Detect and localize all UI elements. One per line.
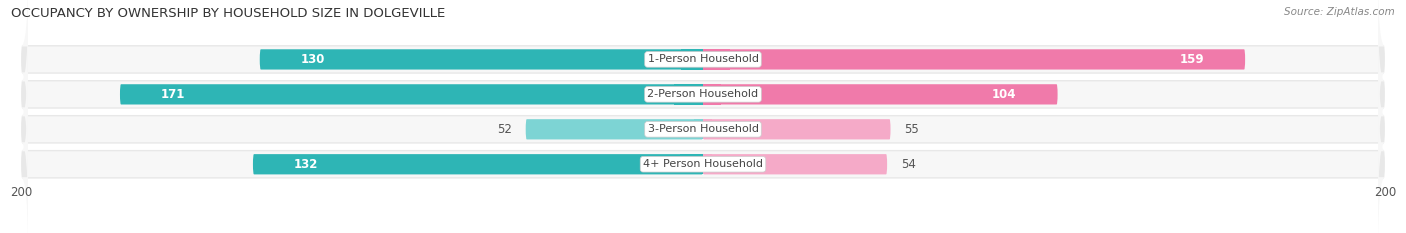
FancyBboxPatch shape [120,84,703,104]
Bar [681,49,703,69]
Text: 132: 132 [294,158,318,171]
FancyBboxPatch shape [260,49,703,69]
Text: 171: 171 [160,88,186,101]
FancyBboxPatch shape [21,115,1385,144]
FancyBboxPatch shape [703,154,887,174]
Bar [703,119,713,139]
FancyBboxPatch shape [21,78,1385,233]
Text: 54: 54 [901,158,915,171]
Text: 159: 159 [1180,53,1204,66]
FancyBboxPatch shape [21,43,1385,215]
FancyBboxPatch shape [253,154,703,174]
FancyBboxPatch shape [703,84,1057,104]
Text: 4+ Person Household: 4+ Person Household [643,159,763,169]
Text: 1-Person Household: 1-Person Household [648,55,758,64]
Text: 104: 104 [993,88,1017,101]
FancyBboxPatch shape [21,0,1385,145]
Text: 52: 52 [498,123,512,136]
Bar [703,84,721,105]
FancyBboxPatch shape [21,8,1385,180]
FancyBboxPatch shape [21,45,1385,74]
FancyBboxPatch shape [21,80,1385,109]
FancyBboxPatch shape [526,119,703,139]
Text: 130: 130 [301,53,325,66]
Text: 55: 55 [904,123,920,136]
Text: OCCUPANCY BY OWNERSHIP BY HOUSEHOLD SIZE IN DOLGEVILLE: OCCUPANCY BY OWNERSHIP BY HOUSEHOLD SIZE… [11,7,446,20]
Bar [703,49,730,69]
FancyBboxPatch shape [703,119,890,139]
Bar [681,154,703,174]
Bar [695,119,703,139]
Bar [703,154,713,174]
Bar [673,84,703,105]
FancyBboxPatch shape [703,49,1246,69]
Text: 3-Person Household: 3-Person Household [648,124,758,134]
FancyBboxPatch shape [21,150,1385,178]
Text: Source: ZipAtlas.com: Source: ZipAtlas.com [1284,7,1395,17]
Text: 2-Person Household: 2-Person Household [647,89,759,99]
